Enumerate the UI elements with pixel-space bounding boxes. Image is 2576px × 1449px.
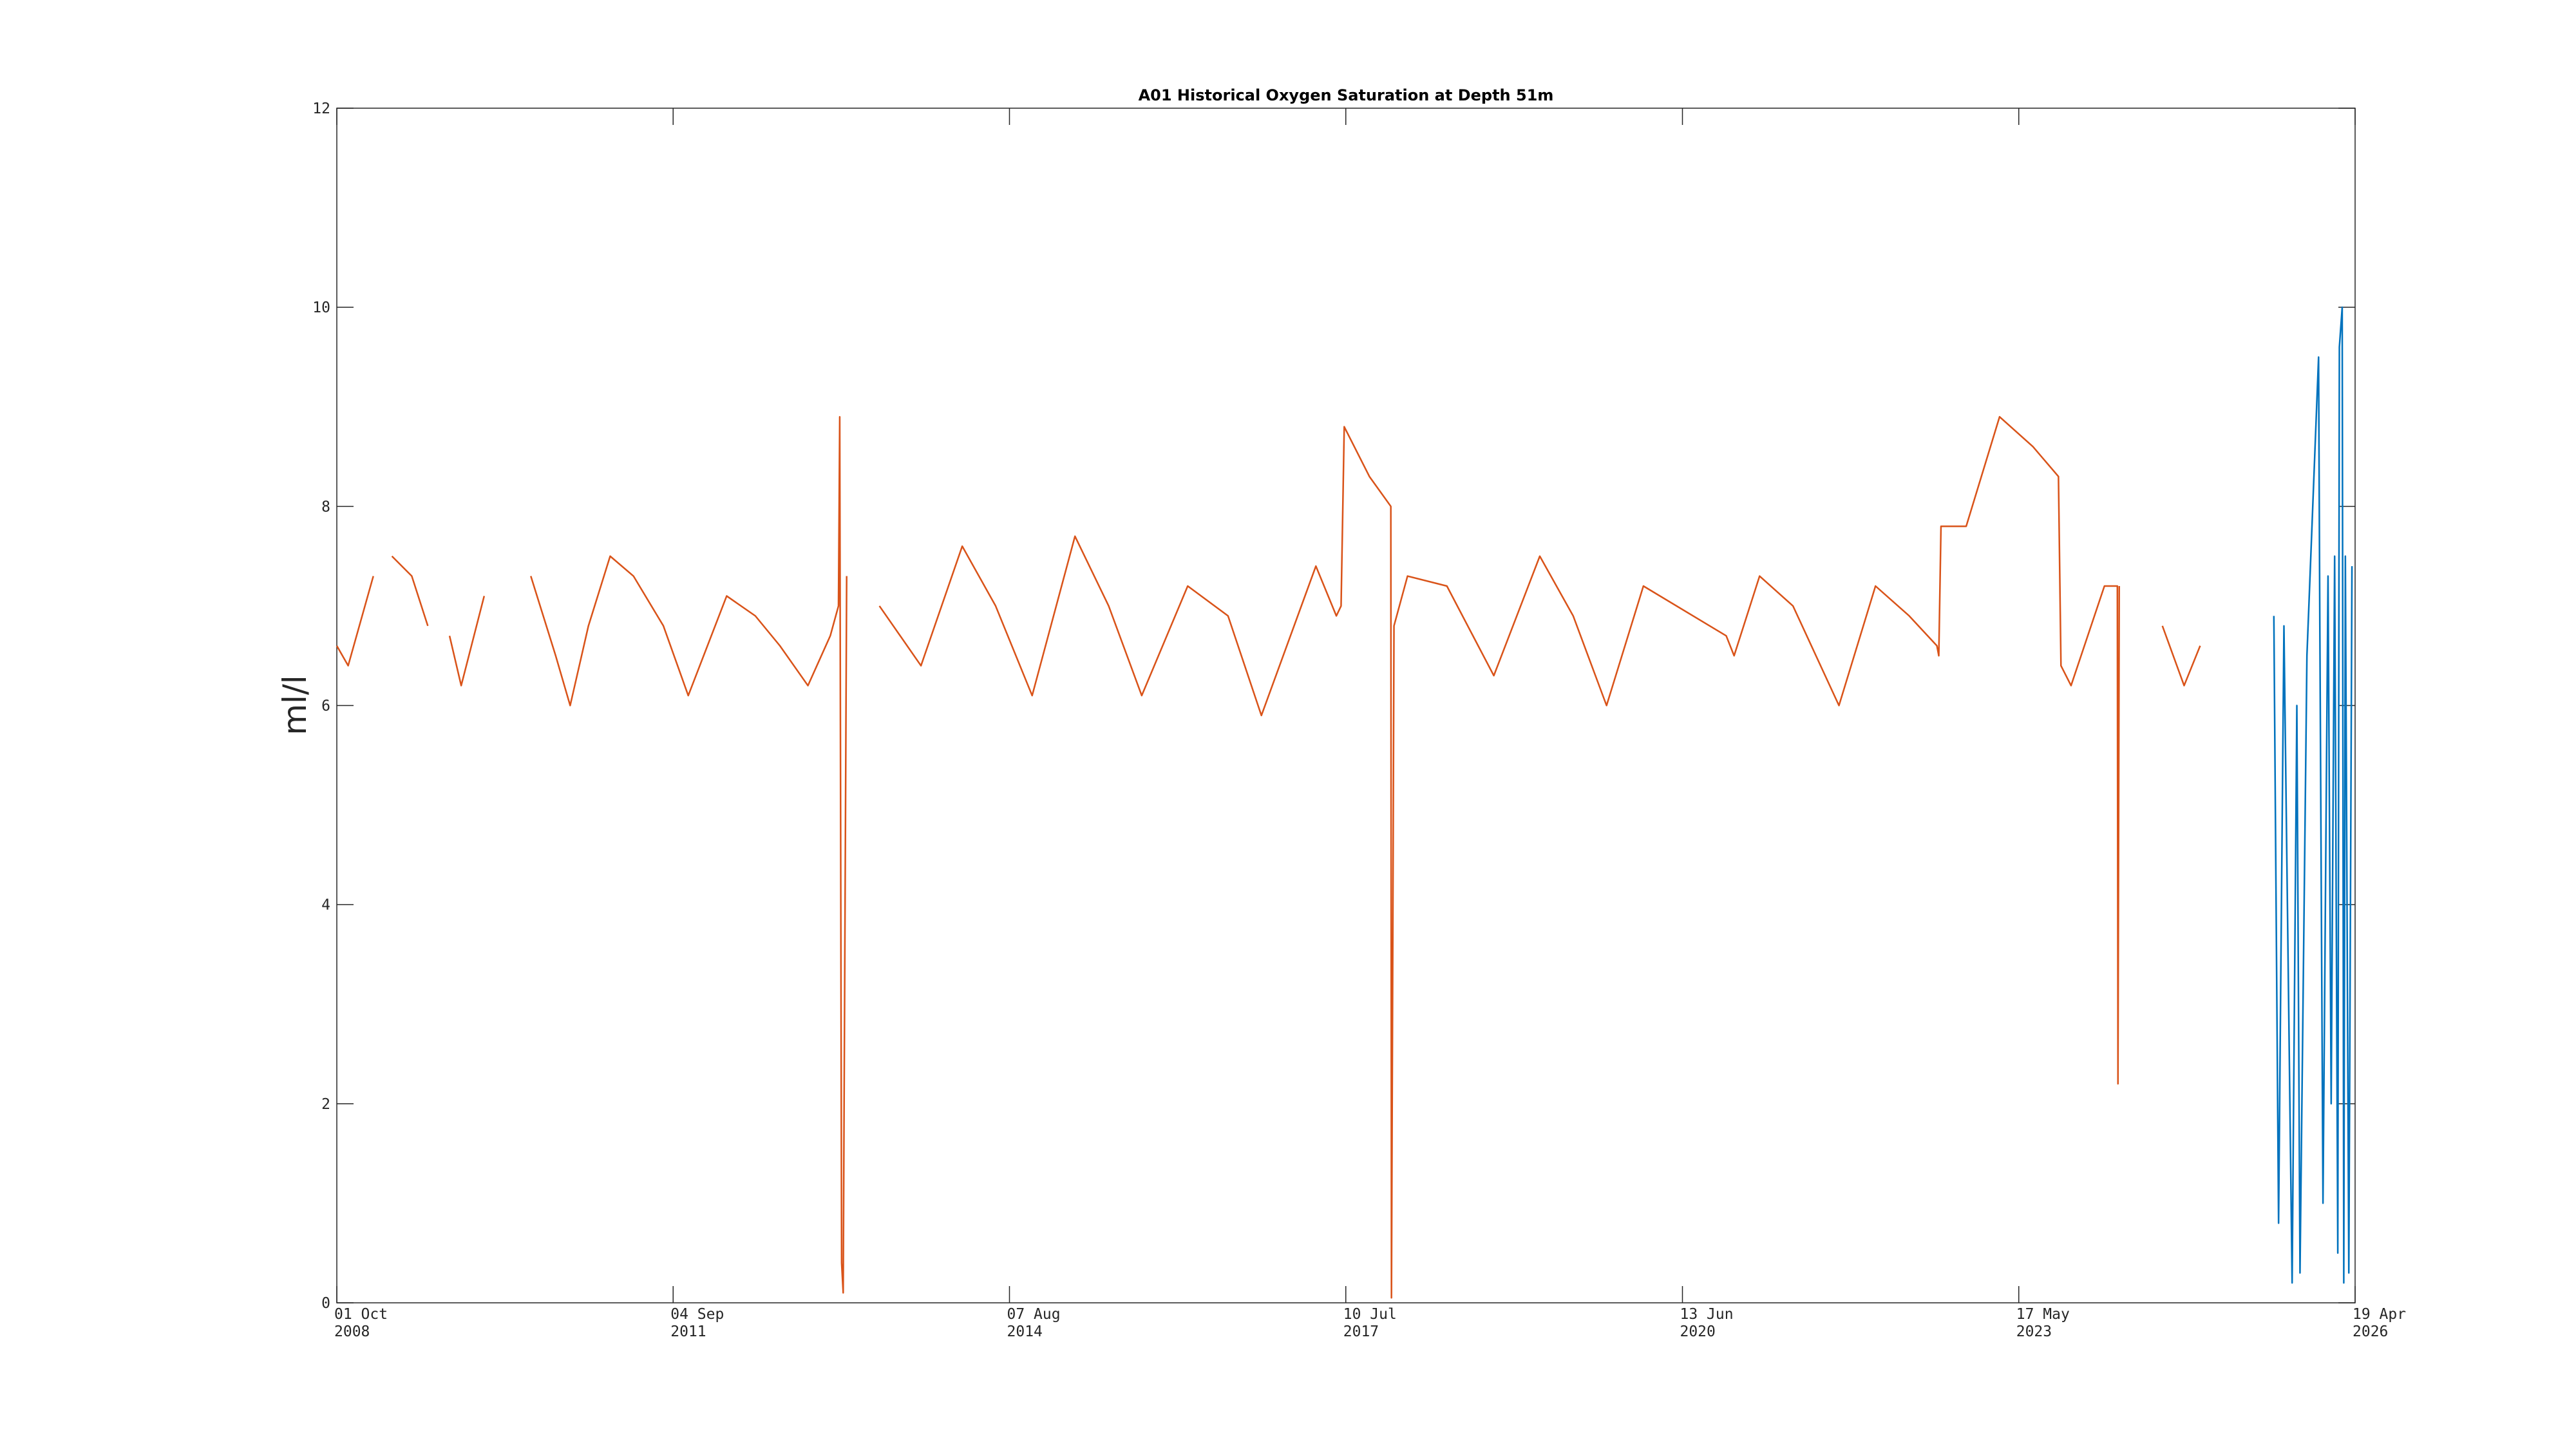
x-tick-label: 07 Aug 2014 — [1007, 1306, 1070, 1340]
x-tick-label: 19 Apr 2026 — [2353, 1306, 2415, 1340]
y-tick-label: 0 — [321, 1295, 330, 1312]
x-tick-label: 17 May 2023 — [2016, 1306, 2079, 1340]
y-tick-label: 10 — [312, 299, 330, 316]
y-tick-label: 6 — [321, 698, 330, 715]
data-line — [2273, 306, 2353, 1284]
data-line — [530, 415, 848, 1294]
data-line — [878, 415, 2120, 1299]
data-line — [391, 555, 429, 627]
y-axis-label: ml/l — [276, 675, 314, 735]
data-line — [2161, 625, 2201, 687]
chart-title: A01 Historical Oxygen Saturation at Dept… — [1139, 86, 1554, 104]
plot-box — [336, 108, 2356, 1303]
y-tick-label: 12 — [312, 100, 330, 117]
x-tick-label: 01 Oct 2008 — [334, 1306, 397, 1340]
x-tick-label: 10 Jul 2017 — [1343, 1306, 1406, 1340]
y-tick-label: 8 — [321, 498, 330, 515]
x-tick-label: 13 Jun 2020 — [1680, 1306, 1742, 1340]
y-tick-label: 4 — [321, 897, 330, 914]
y-tick-label: 2 — [321, 1096, 330, 1113]
data-line — [336, 576, 374, 667]
x-tick-label: 04 Sep 2011 — [670, 1306, 733, 1340]
data-line — [448, 596, 486, 687]
